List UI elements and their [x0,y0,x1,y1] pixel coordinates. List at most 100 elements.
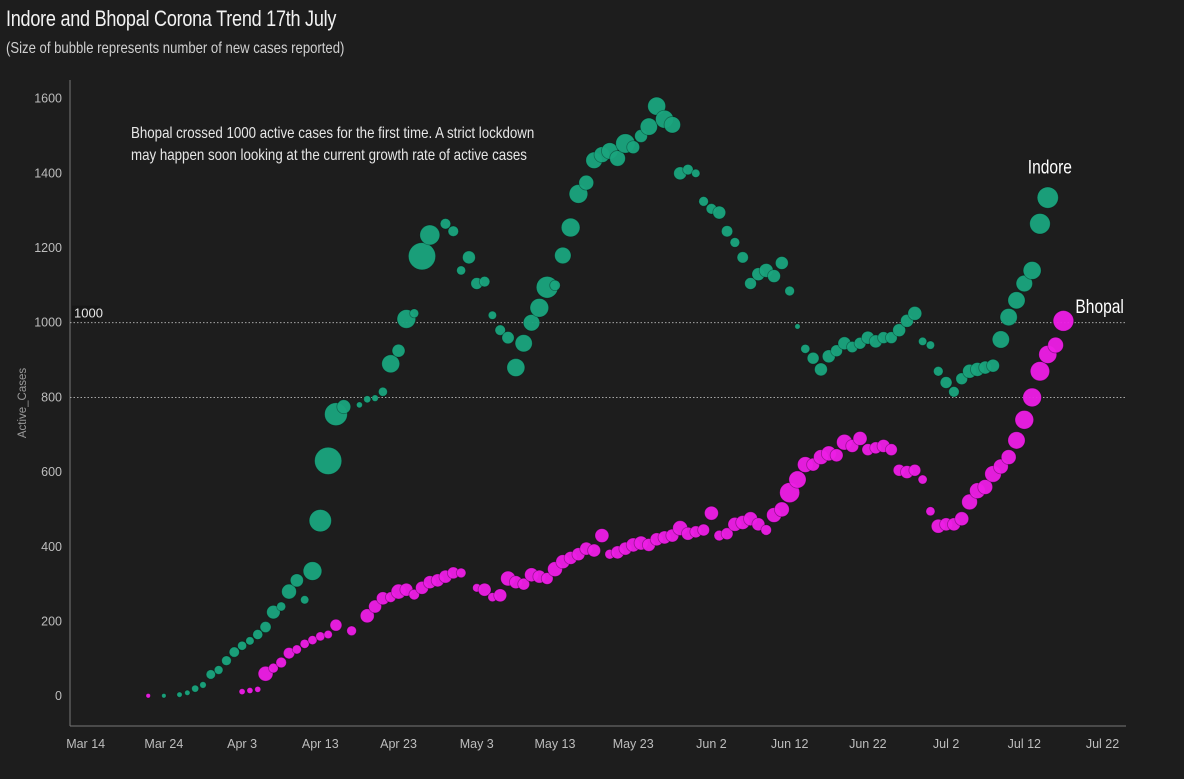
indore-bubble [933,366,944,377]
indore-bubble [892,323,907,338]
indore-bubble [712,205,727,220]
indore-bubble [529,298,550,318]
bhopal-bubble [829,448,844,463]
bhopal-bubble [329,618,343,632]
indore-bubble [918,336,928,346]
indore-bubble [289,573,304,588]
indore-bubble [314,446,343,475]
x-tick-label: May 23 [613,737,654,751]
indore-bubble [205,669,216,680]
bhopal-bubble [368,599,382,614]
bhopal-bubble [145,693,151,699]
reference-label-bg [72,305,100,321]
bhopal-bubble [291,644,302,655]
indore-bubble [1007,291,1026,310]
y-tick-label: 1600 [34,92,62,106]
bhopal-bubble [238,688,246,696]
indore-bubble [176,691,183,698]
indore-bubble [228,646,240,658]
indore-bubble [266,604,281,620]
indore-series [161,96,1059,699]
bhopal-bubble [885,443,898,456]
indore-bubble [391,343,406,358]
indore-bubble [999,308,1018,327]
indore-bubble [462,250,476,265]
indore-bubble [237,640,248,651]
indore-bubble [939,376,953,389]
bhopal-bubble [408,588,420,601]
indore-bubble [736,251,749,264]
bhopal-bubble [788,470,807,489]
x-tick-label: Jul 12 [1008,737,1041,751]
indore-bubble [356,401,363,409]
bhopal-bubble [925,506,936,517]
indore-bubble [691,168,701,178]
indore-bubble [814,362,828,377]
bhopal-bubble [517,577,530,591]
bhopal-bubble [760,524,772,536]
y-tick-label: 600 [41,465,62,479]
bhopal-bubble [1029,361,1051,382]
x-tick-label: Jun 12 [771,737,809,751]
bhopal-series [145,310,1075,699]
indore-bubble [363,395,372,404]
indore-bubble [184,689,191,696]
indore-bubble [506,358,526,377]
chart-title: Indore and Bhopal Corona Trend 17th July [6,6,337,31]
indore-bubble [199,681,207,689]
indore-bubble [1036,186,1059,209]
indore-bubble [626,140,641,155]
bhopal-bubble [1047,336,1064,354]
x-tick-label: Mar 14 [66,737,105,751]
indore-bubble [721,225,734,238]
annotation-line: may happen soon looking at the current g… [131,147,527,164]
indore-bubble [784,285,795,297]
indore-bubble [830,344,843,358]
bhopal-bubble [587,543,601,558]
bhopal-bubble [540,572,554,585]
x-tick-label: Jun 22 [849,737,887,751]
bhopal-bubble [493,588,508,603]
indore-bubble [276,601,287,612]
x-tick-label: Apr 23 [380,737,417,751]
reference-lines: 1000 [70,305,1126,398]
y-tick-label: 0 [55,689,62,703]
annotation-line: Bhopal crossed 1000 active cases for the… [131,125,534,142]
bhopal-bubble [697,523,710,537]
indore-bubble [377,386,388,397]
bhopal-bubble [961,493,978,511]
indore-bubble [560,217,581,238]
indore-bubble [806,351,820,365]
y-axis-label: Active_Cases [17,368,29,439]
indore-bubble [578,174,595,191]
bhopal-bubble [315,631,326,642]
indore-bubble [487,310,497,320]
bhopal-bubble [1007,431,1026,450]
bhopal-bubble [720,527,734,540]
indore-bubble [456,265,467,276]
bhopal-bubble [594,528,610,543]
indore-bubble [986,358,1000,373]
indore-bubble [682,163,694,176]
y-tick-label: 800 [41,390,62,404]
indore-bubble [221,655,232,666]
labels: Indore Bhopal Bhopal crossed 1000 active c… [131,125,1124,317]
bhopal-bubble [954,511,970,527]
bhopal-bubble [275,656,287,669]
indore-bubble [514,334,533,353]
indore-bubble [419,224,441,246]
indore-bubble [1015,274,1033,293]
y-tick-label: 200 [41,614,62,628]
series-label-bhopal: Bhopal [1075,295,1123,317]
x-tick-label: May 13 [534,737,575,751]
indore-bubble [213,665,224,675]
bhopal-bubble [1014,410,1035,430]
bhopal-bubble [1022,387,1042,408]
x-tick-label: Jun 2 [696,737,727,751]
indore-bubble [371,394,379,402]
indore-bubble [800,343,811,354]
bhopal-bubble [1000,449,1017,465]
indore-bubble [191,684,200,693]
reference-label: 1000 [74,306,103,321]
